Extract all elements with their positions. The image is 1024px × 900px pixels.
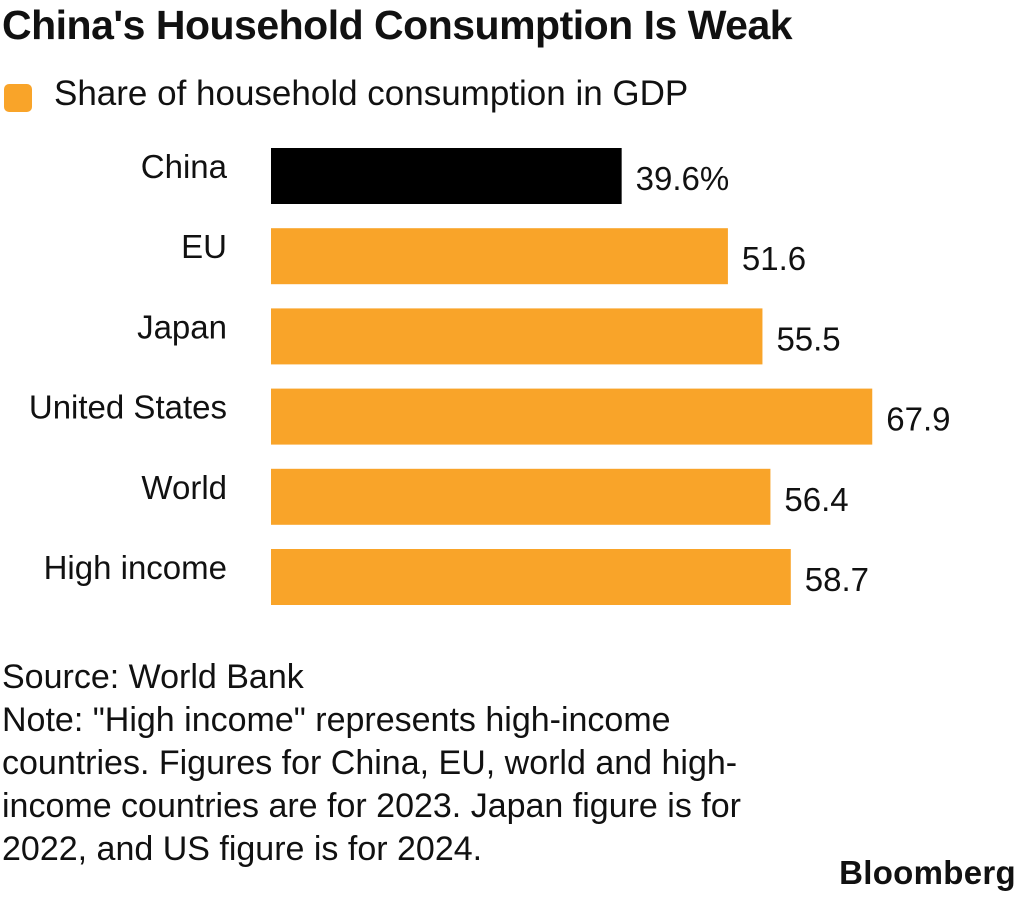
- value-label: 51.6: [742, 240, 806, 277]
- legend-swatch: [4, 84, 32, 112]
- value-label: 58.7: [805, 561, 869, 598]
- category-label: EU: [181, 228, 227, 265]
- legend: Share of household consumption in GDP: [4, 74, 688, 114]
- note-text: Note: "High income" represents high-inco…: [2, 701, 741, 868]
- chart-title: China's Household Consumption Is Weak: [2, 2, 793, 48]
- value-label: 55.5: [776, 320, 840, 357]
- bar: [271, 388, 873, 445]
- category-label: Japan: [137, 308, 227, 345]
- bar: [271, 308, 763, 365]
- value-label: 56.4: [784, 481, 848, 518]
- footer: Source: World Bank Note: "High income" r…: [2, 656, 802, 871]
- category-label: China: [141, 148, 228, 185]
- legend-label: Share of household consumption in GDP: [54, 74, 689, 113]
- value-label: 67.9: [886, 401, 950, 438]
- category-label: High income: [44, 549, 227, 586]
- bloomberg-logo: Bloomberg: [839, 854, 1016, 891]
- bar: [271, 549, 791, 605]
- category-label: World: [141, 469, 227, 506]
- bar-chart: China 39.6% EU 51.6 Japan 55.5 United States 67…: [29, 148, 950, 605]
- value-label: 39.6%: [636, 160, 730, 197]
- bar: [271, 148, 622, 204]
- source-text: Source: World Bank: [2, 658, 304, 696]
- category-label: United States: [29, 389, 227, 426]
- bar: [271, 228, 728, 285]
- bar: [271, 468, 771, 525]
